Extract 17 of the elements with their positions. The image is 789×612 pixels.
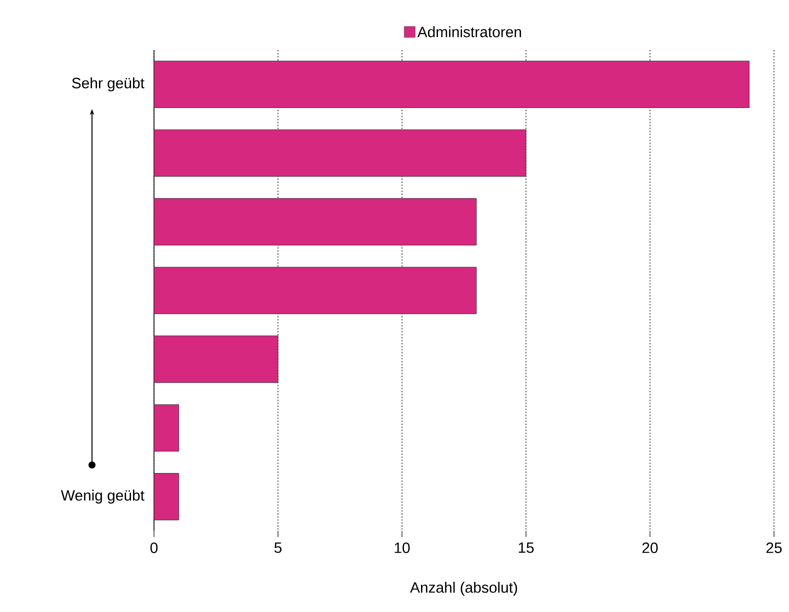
y-tick-label: Sehr geübt	[72, 77, 144, 92]
x-tick-label: 10	[394, 542, 410, 554]
bar	[154, 473, 180, 520]
bar	[154, 266, 477, 314]
legend-label: Administratoren	[417, 26, 522, 38]
x-tick-label: 25	[766, 542, 782, 554]
bar	[154, 129, 526, 177]
x-tick-label: 20	[642, 542, 658, 554]
bar	[154, 198, 477, 246]
bar	[154, 60, 750, 108]
bar	[154, 404, 180, 452]
x-tick-label: 5	[274, 542, 282, 553]
x-tick-label: 15	[518, 542, 534, 553]
x-tick-label: 0	[150, 542, 158, 554]
x-axis-title: Anzahl (absolut)	[410, 582, 518, 596]
bar	[154, 336, 278, 383]
y-tick-label: Wenig geübt	[60, 490, 144, 504]
